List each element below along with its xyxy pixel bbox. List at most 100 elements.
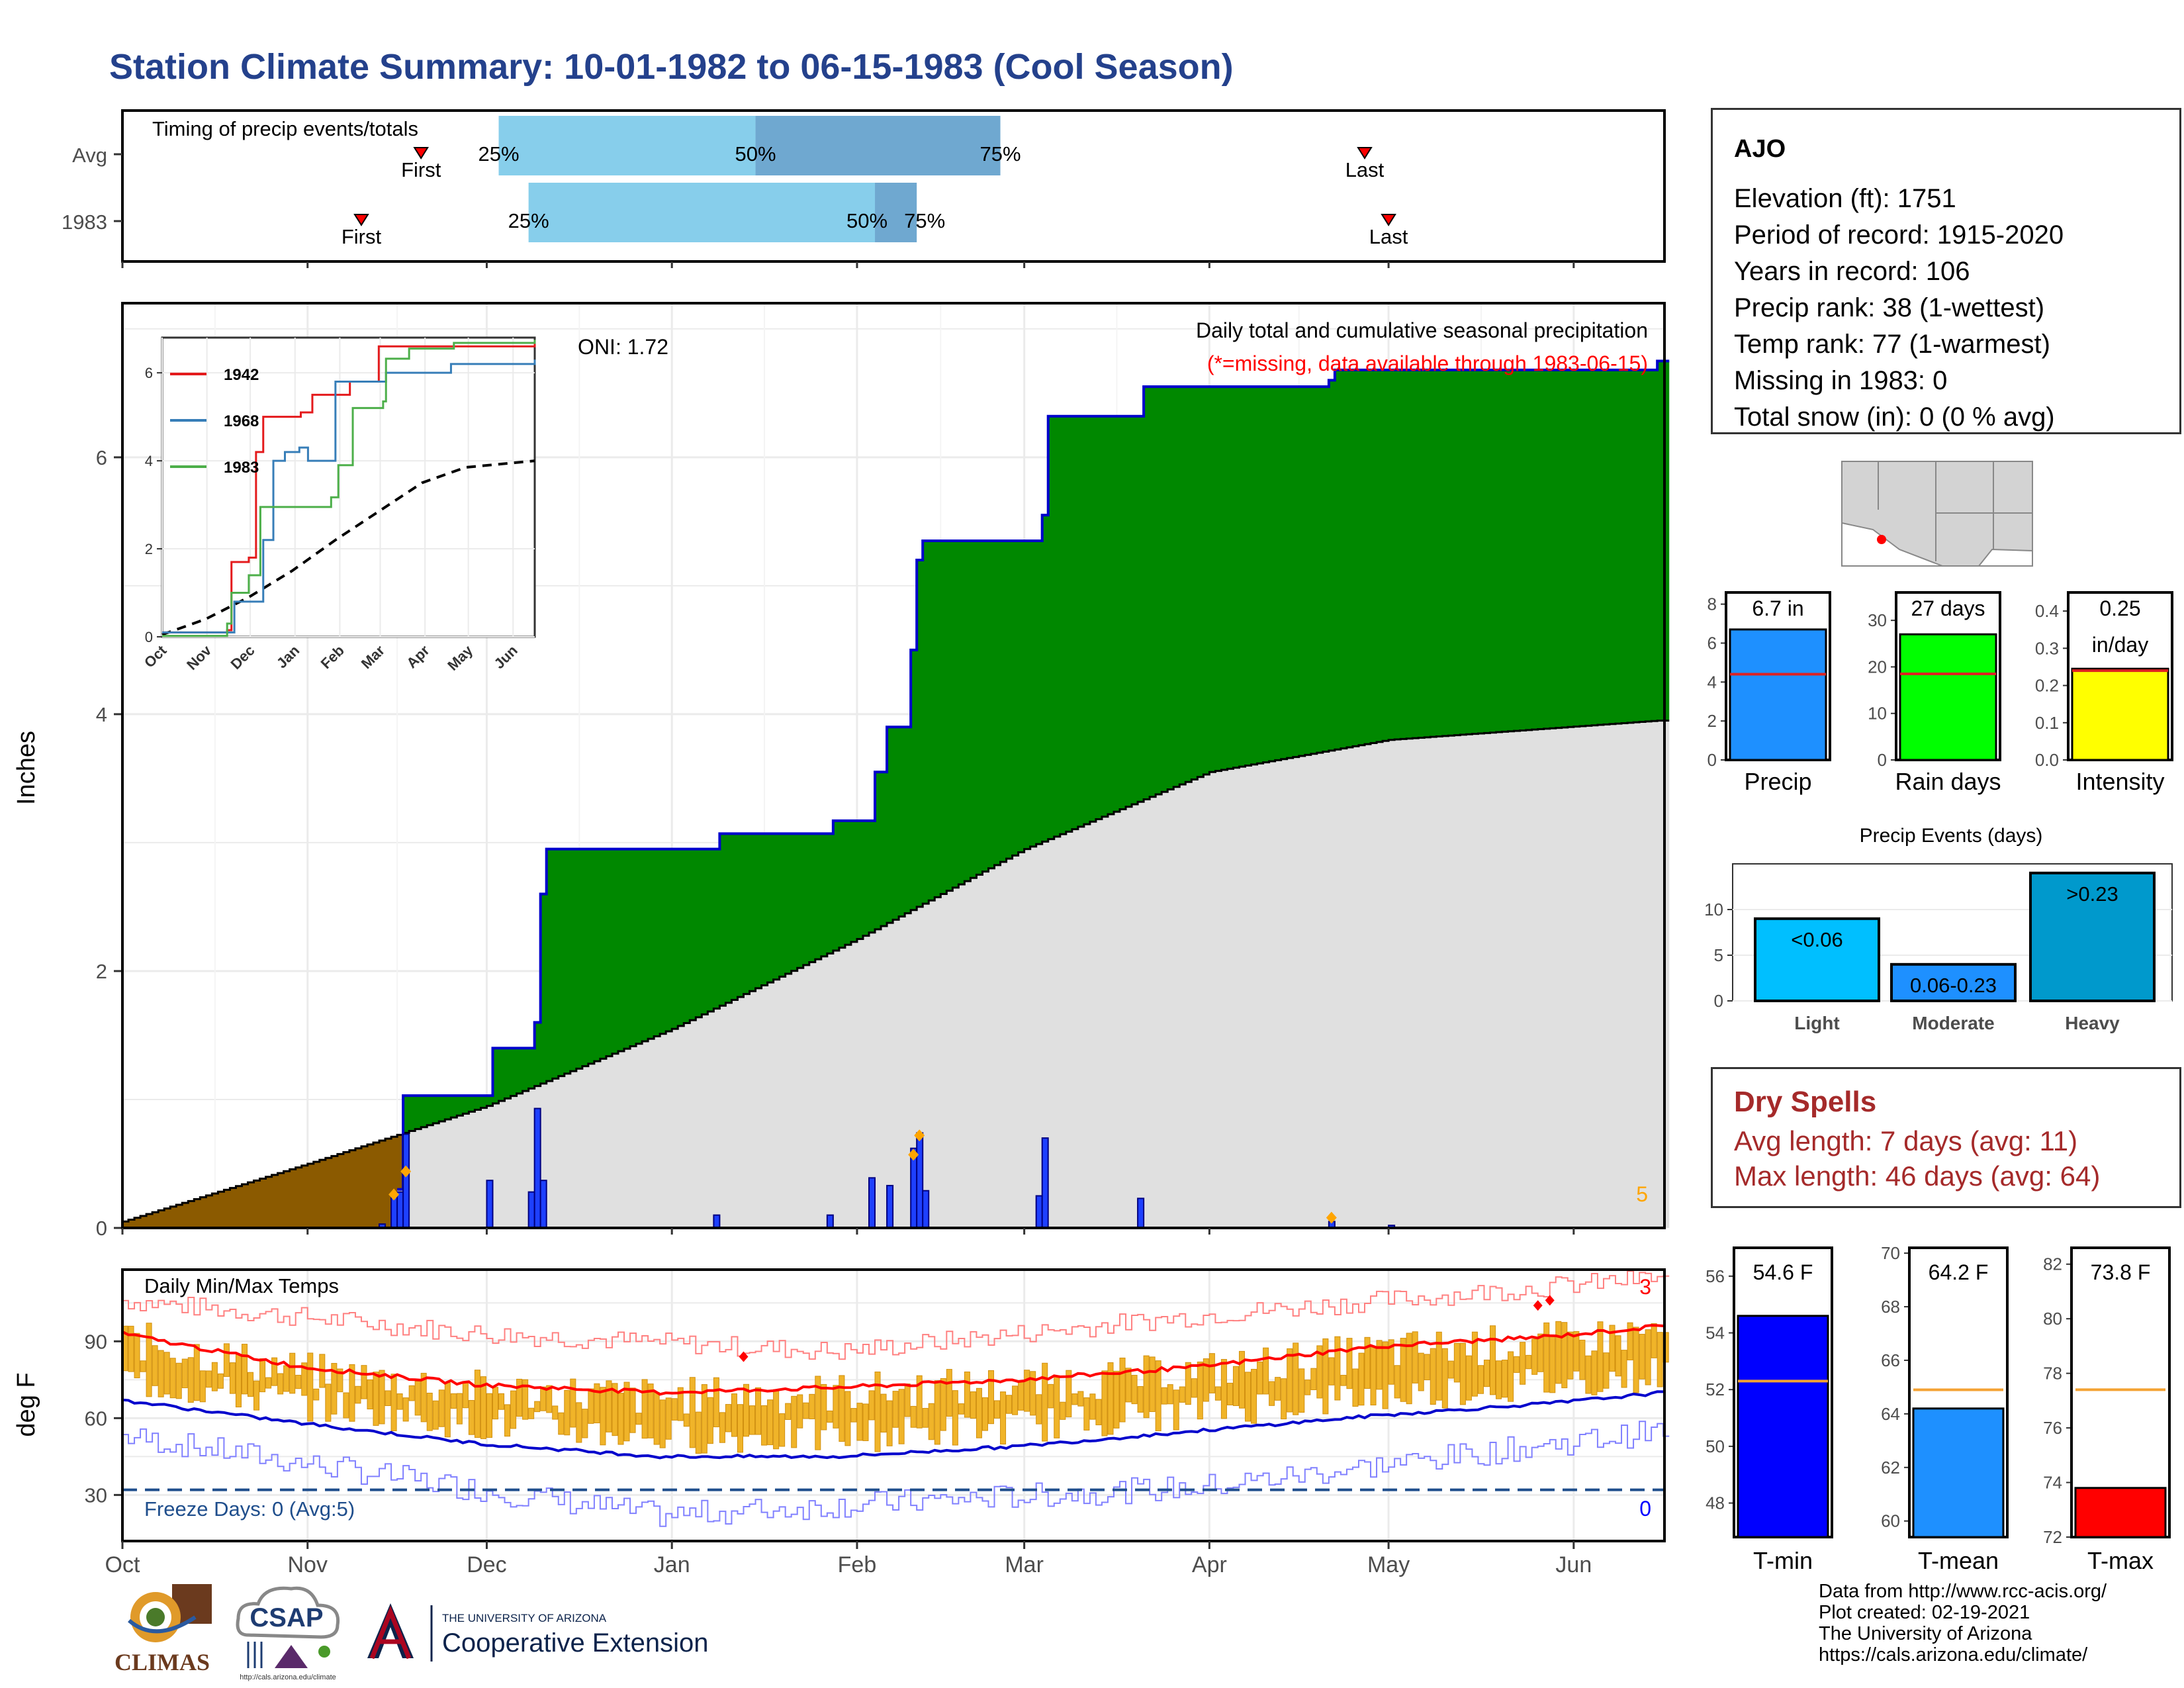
temp-y-tick-30: 30 <box>85 1483 107 1507</box>
events-bar-label: Heavy <box>2065 1013 2120 1033</box>
summary-bar-rain-days: 0 10 20 30 27 days Rain days <box>1868 591 2001 795</box>
last-event-label: Last <box>1345 158 1385 181</box>
inset-series-1968 <box>162 359 536 633</box>
above-normal-area <box>403 361 1670 1133</box>
daily-temp-bar <box>701 1384 707 1454</box>
timing-row-1983-label: 1983 <box>62 211 107 234</box>
daily-temp-bar <box>850 1408 857 1423</box>
daily-temp-bar <box>665 1397 672 1440</box>
oni-label: ONI: 1.72 <box>578 335 668 359</box>
daily-temp-bar <box>940 1378 946 1431</box>
daily-precip-bar <box>886 1184 894 1229</box>
daily-temp-bar <box>546 1385 553 1413</box>
temp-summary-value-label: 73.8 F <box>2091 1260 2151 1284</box>
month-label-feb: Feb <box>838 1552 877 1577</box>
dry-spells-avg: Avg length: 7 days (avg: 11) <box>1734 1125 2078 1156</box>
daily-precip-bar <box>486 1180 494 1229</box>
freeze-days-label: Freeze Days: 0 (Avg:5) <box>144 1497 355 1521</box>
summary-tick: 2 <box>1707 711 1717 731</box>
daily-temp-bar <box>1203 1358 1209 1402</box>
daily-temp-bar <box>791 1395 797 1448</box>
daily-precip-bar <box>826 1214 834 1229</box>
temp-summary-tick: 74 <box>2043 1473 2062 1493</box>
daily-temp-bar <box>1149 1356 1156 1413</box>
daily-temp-bar <box>265 1377 272 1389</box>
daily-temp-bar <box>821 1383 827 1430</box>
daily-temp-bar <box>438 1389 445 1427</box>
daily-temp-bar <box>1036 1394 1042 1425</box>
daily-temp-bar <box>809 1393 815 1419</box>
daily-temp-bar <box>1555 1321 1562 1384</box>
station-info-box: AJO Elevation (ft): 1751 Period of recor… <box>1711 108 2181 434</box>
daily-temp-bar <box>1471 1331 1478 1397</box>
month-label-oct: Oct <box>105 1552 140 1577</box>
events-tick: 0 <box>1714 991 1723 1011</box>
daily-temp-bar <box>331 1363 338 1415</box>
daily-temp-bar <box>1060 1401 1066 1420</box>
temp-summary-tick: 48 <box>1706 1493 1725 1513</box>
daily-temp-bar <box>504 1404 511 1437</box>
daily-temp-bar <box>337 1368 343 1393</box>
daily-temp-bar <box>707 1397 713 1444</box>
summary-bar-value-label-2: in/day <box>2092 633 2148 657</box>
station-precip-rank: Precip rank: 38 (1-wettest) <box>1734 293 2045 322</box>
daily-temp-bar <box>474 1370 480 1438</box>
daily-temp-bar <box>910 1405 917 1428</box>
inset-frame <box>161 336 536 638</box>
heavy-event-marker <box>388 1188 400 1201</box>
daily-temp-bar <box>229 1362 236 1394</box>
daily-temp-bar <box>582 1409 588 1438</box>
inset-normal-line <box>161 459 535 636</box>
daily-temp-bar <box>779 1413 786 1447</box>
daily-temp-bar <box>1107 1362 1114 1435</box>
daily-temp-bar <box>253 1380 260 1411</box>
daily-temp-bar <box>1024 1370 1030 1412</box>
events-bar-label: Moderate <box>1912 1013 1994 1033</box>
daily-temp-bar <box>647 1383 654 1438</box>
daily-temp-bar <box>1585 1355 1592 1394</box>
daily-temp-bar <box>981 1397 988 1431</box>
timing-bar-lower <box>498 116 756 175</box>
daily-temp-bar <box>1238 1350 1246 1409</box>
summary-tick: 0 <box>1878 750 1887 770</box>
precip-y-tick-0: 0 <box>96 1217 107 1240</box>
month-label-may: May <box>1367 1552 1410 1577</box>
precip-count-label: 5 <box>1636 1182 1648 1206</box>
daily-temp-bar <box>343 1392 349 1419</box>
summary-tick: 0.3 <box>2035 638 2059 658</box>
daily-precip-bar <box>916 1132 924 1229</box>
summary-bar-label: Rain days <box>1895 768 2001 795</box>
daily-temp-bar <box>444 1382 451 1438</box>
daily-temp-bar <box>349 1364 355 1422</box>
last-event-marker <box>1381 214 1396 226</box>
normal-cumulative-line <box>122 720 1670 1223</box>
daily-temp-bar <box>1185 1362 1191 1405</box>
daily-temp-bar <box>635 1413 642 1425</box>
summary-bar-value-label: 6.7 in <box>1752 596 1803 620</box>
daily-temp-bar <box>277 1373 284 1395</box>
daily-temp-bar <box>1621 1350 1627 1388</box>
temp-y-axis-label: deg F <box>13 1372 40 1436</box>
temp-summary-t-max: 72 74 76 78 80 82 73.8 F T-max <box>2043 1246 2171 1574</box>
daily-temp-bar <box>1400 1338 1406 1402</box>
daily-temp-bar <box>1489 1325 1496 1395</box>
inset-y-tick-4: 4 <box>145 453 153 469</box>
daily-temp-bar <box>1161 1387 1167 1405</box>
month-label-apr: Apr <box>1192 1552 1227 1577</box>
daily-temp-bar <box>844 1391 851 1446</box>
daily-temp-bar <box>1520 1342 1526 1385</box>
record-high-marker <box>739 1351 749 1362</box>
daily-temp-bar <box>1508 1351 1514 1402</box>
events-tick: 10 <box>1704 900 1723 919</box>
precip-panel: 0 2 4 6 Inches ONI: 1.72 Daily total and cu… <box>13 302 1670 1240</box>
daily-temp-bar <box>1388 1339 1394 1385</box>
daily-temp-bar <box>934 1380 940 1445</box>
events-bar-label: Light <box>1794 1013 1839 1033</box>
summary-bar-value-label: 0.25 <box>2099 596 2140 620</box>
daily-temp-bar <box>248 1372 254 1397</box>
events-tick: 5 <box>1714 945 1723 965</box>
summary-tick: 0.1 <box>2035 713 2059 733</box>
last-event-label: Last <box>1369 225 1408 248</box>
month-label-jan: Jan <box>654 1552 690 1577</box>
daily-temp-bar <box>677 1387 684 1421</box>
